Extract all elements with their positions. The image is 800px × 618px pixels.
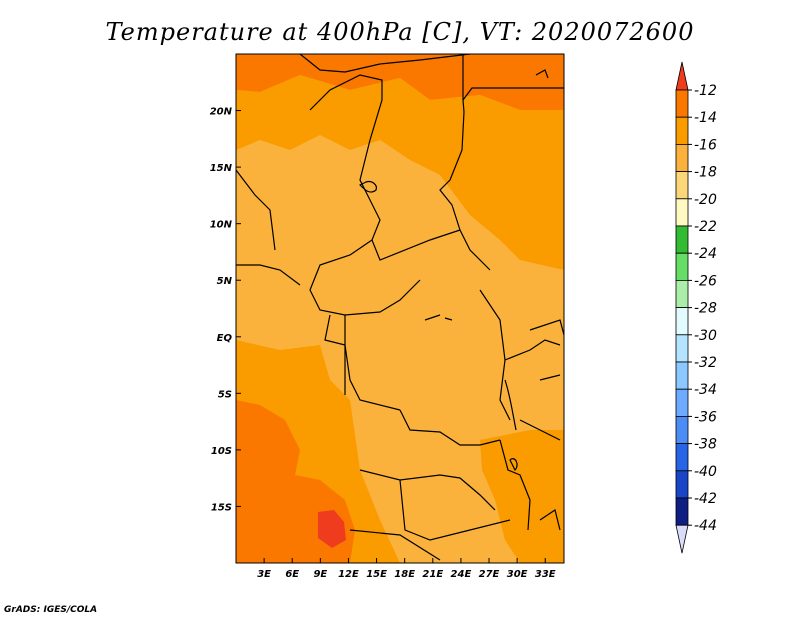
colorbar-swatch	[675, 279, 689, 308]
y-tick-label: 15S	[211, 502, 232, 513]
map-frame	[235, 53, 565, 564]
map-field	[236, 54, 564, 563]
country-boundaries	[236, 54, 564, 561]
region-sahara-south	[236, 75, 564, 270]
colorbar-label: -36	[694, 409, 717, 425]
x-tick-label: 9E	[313, 569, 327, 580]
colorbar-swatch	[675, 116, 689, 145]
region-central-basin	[290, 175, 505, 440]
credit-text: GrADS: IGES/COLA	[4, 605, 97, 615]
x-tick-label: 27E	[479, 569, 500, 580]
colorbar-swatch	[675, 225, 689, 254]
colorbar-label: -20	[694, 192, 717, 208]
y-tick-label: 5N	[217, 276, 233, 287]
colorbar-swatch	[675, 388, 689, 417]
y-tick-label: 5S	[218, 389, 232, 400]
region-east-ring	[480, 430, 564, 563]
x-tick-label: 21E	[422, 569, 443, 580]
x-tick-label: 6E	[285, 569, 299, 580]
colorbar-label: -40	[694, 464, 717, 480]
colorbar-label: -38	[694, 437, 717, 453]
colorbar-swatch	[675, 198, 689, 227]
colorbar-label: -42	[694, 491, 717, 507]
x-tick-label: 33E	[535, 569, 556, 580]
x-tick-label: 24E	[451, 569, 472, 580]
y-axis: 20N 15N 10N 5N EQ 5S 10S 15S	[210, 107, 241, 513]
colorbar-swatch	[675, 334, 689, 363]
colorbar-label: -32	[694, 355, 717, 371]
y-tick-label: 20N	[210, 107, 233, 118]
colorbar-label: -14	[694, 110, 717, 126]
colorbar-swatch	[675, 252, 689, 281]
colorbar-label: -34	[694, 382, 717, 398]
colorbar-top-arrow	[675, 61, 689, 91]
y-tick-label: 10N	[210, 220, 233, 231]
x-tick-label: 30E	[507, 569, 528, 580]
x-tick-label: 3E	[257, 569, 271, 580]
colorbar-label: -24	[694, 246, 717, 262]
colorbar: -12 -14 -16 -18 -20 -22 -24 -26 -28 -30 -32 -34 -36 -…	[675, 61, 717, 554]
colorbar-label: -16	[694, 137, 717, 153]
colorbar-label: -30	[694, 328, 717, 344]
y-tick-label: 10S	[211, 446, 232, 457]
colorbar-swatch	[675, 415, 689, 444]
x-tick-label: 18E	[394, 569, 415, 580]
x-tick-label: 12E	[338, 569, 359, 580]
colorbar-label: -18	[694, 165, 717, 181]
colorbar-label: -28	[694, 301, 717, 317]
colorbar-label: -44	[694, 518, 717, 534]
x-tick-label: 15E	[366, 569, 387, 580]
colorbar-label: -12	[694, 83, 717, 99]
colorbar-label: -26	[694, 273, 717, 289]
colorbar-swatch	[675, 307, 689, 336]
colorbar-swatch	[675, 171, 689, 200]
y-tick-label: 15N	[210, 163, 233, 174]
x-axis: 3E 6E 9E 12E 15E 18E 21E 24E 27E 30E 33E	[257, 558, 556, 580]
y-tick-label: EQ	[217, 333, 233, 344]
colorbar-label: -22	[694, 219, 717, 235]
colorbar-swatch	[675, 497, 689, 526]
colorbar-swatch	[675, 143, 689, 172]
colorbar-swatch	[675, 443, 689, 472]
colorbar-bottom-arrow	[675, 524, 689, 554]
region-angola-hotspot	[318, 510, 346, 548]
colorbar-swatch	[675, 470, 689, 499]
colorbar-swatch	[675, 89, 689, 118]
chart-title: Temperature at 400hPa [C], VT: 202007260…	[106, 18, 695, 46]
colorbar-swatch	[675, 361, 689, 390]
